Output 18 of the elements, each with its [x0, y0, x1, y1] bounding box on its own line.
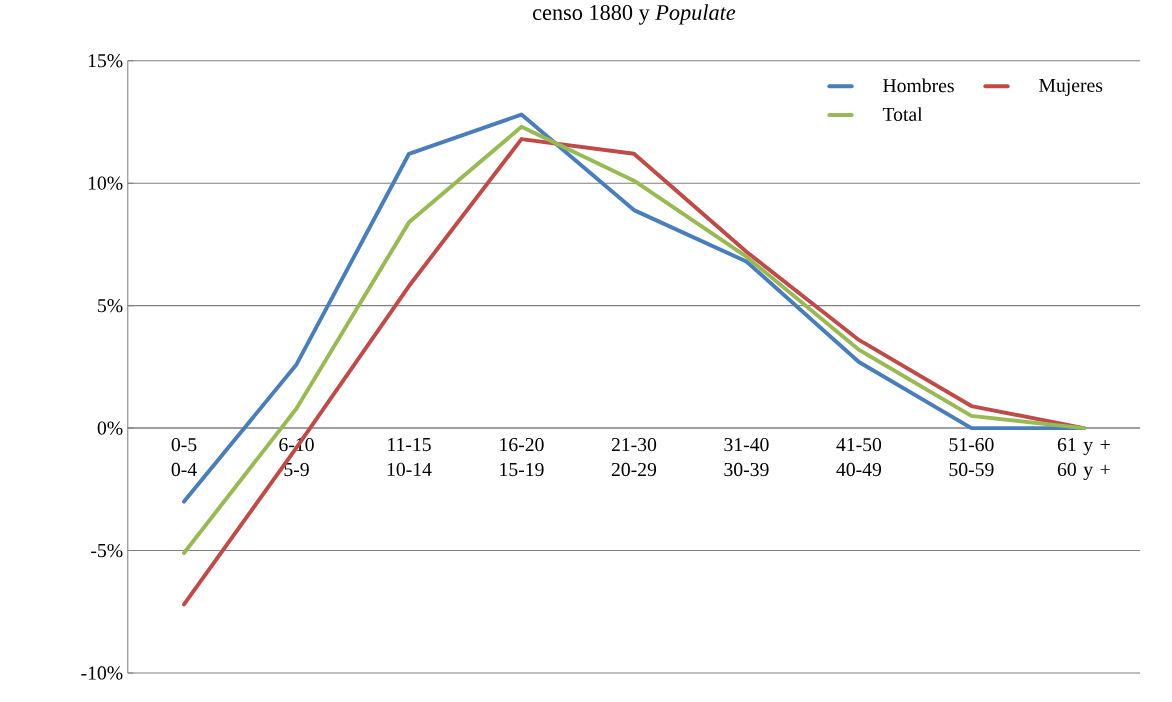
y-tick-label: 10%: [88, 176, 123, 191]
legend-label: Total: [882, 107, 923, 122]
x-tick-label: 21-30 20-29: [611, 438, 657, 477]
x-tick-label: 0-5 0-4: [171, 438, 197, 477]
y-tick-label: -10%: [81, 666, 123, 680]
legend-label: Hombres: [883, 78, 954, 93]
y-tick-label: 15%: [88, 54, 123, 68]
chart-title: censo 1880 y Populate: [533, 4, 736, 25]
x-tick-label: 41-50 40-49: [836, 438, 882, 477]
x-tick-label: 31-40 30-39: [724, 438, 769, 477]
y-tick-label: 0%: [97, 421, 123, 436]
legend-label: Mujeres: [1039, 79, 1103, 97]
x-tick-label: 61 y + 60 y +: [1057, 438, 1110, 481]
x-tick-label: 51-60 50-59: [949, 438, 994, 477]
x-tick-label: 16-20 15-19: [500, 438, 544, 477]
y-tick-label: 5%: [98, 299, 123, 313]
y-tick-label: -5%: [91, 544, 123, 558]
x-tick-label: 11-15 10-14: [387, 438, 432, 477]
